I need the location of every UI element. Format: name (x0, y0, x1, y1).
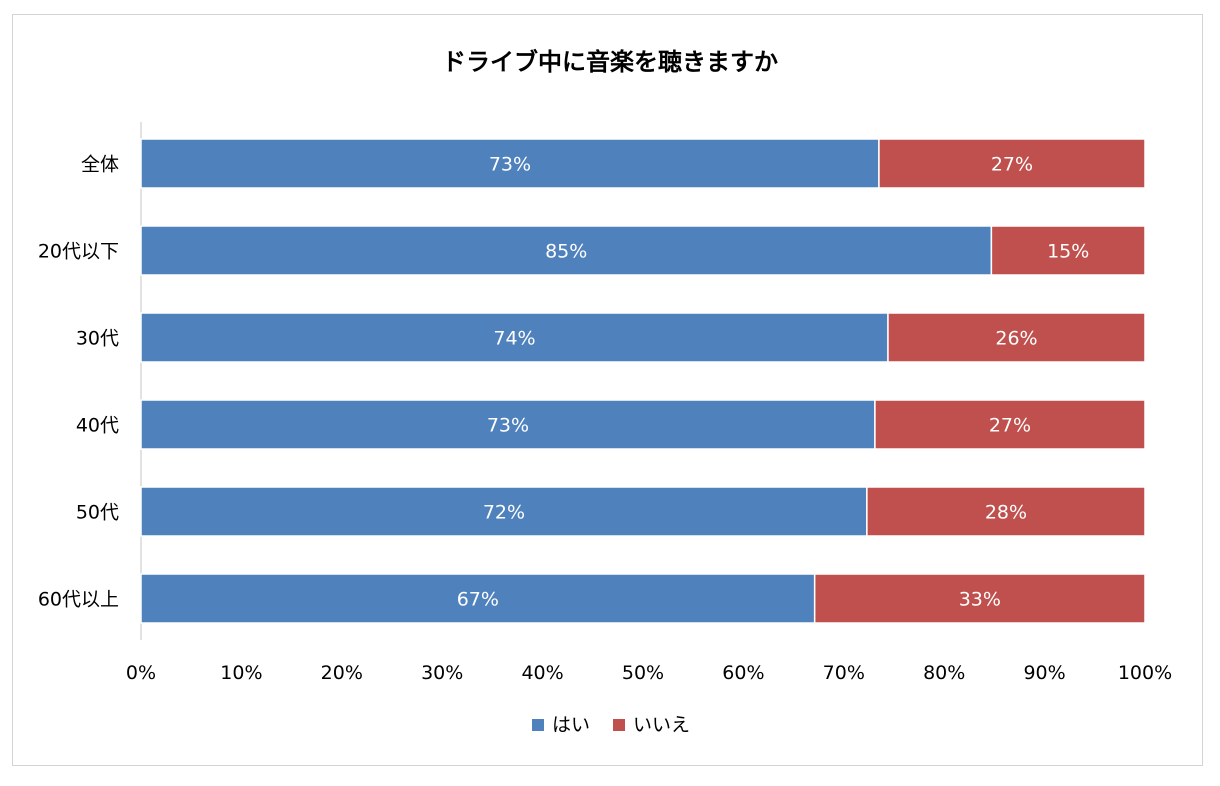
bar-yes (140, 138, 880, 189)
data-label: 74% (493, 328, 535, 350)
data-label: 73% (487, 415, 529, 437)
data-label: 85% (545, 241, 587, 263)
category-label: 40代 (76, 415, 119, 437)
legend-swatch (613, 719, 625, 731)
bar-no (878, 138, 1146, 189)
x-tick-label: 70% (823, 662, 865, 684)
x-tick-label: 40% (521, 662, 563, 684)
legend: はい いいえ (532, 714, 690, 736)
x-tick-label: 90% (1023, 662, 1065, 684)
legend-swatch (532, 719, 544, 731)
data-label: 26% (995, 328, 1037, 350)
bar-no (866, 486, 1146, 537)
bar-yes (140, 312, 889, 363)
category-label: 30代 (76, 328, 119, 350)
bar-no (874, 399, 1146, 450)
category-label: 全体 (81, 154, 119, 176)
bar-no (990, 225, 1146, 276)
x-tick-label: 0% (126, 662, 156, 684)
x-tick-label: 20% (321, 662, 363, 684)
bars-group: 73% 27% 85% 15% 74% 26% 73% 27% 72% 28% 67% 33% (140, 138, 1146, 624)
bar-no (813, 573, 1146, 624)
category-label: 50代 (76, 502, 119, 524)
x-tick-label: 100% (1118, 662, 1172, 684)
category-label: 20代以下 (38, 241, 119, 263)
legend-label: いいえ (633, 714, 690, 736)
data-label: 72% (483, 502, 525, 524)
category-label: 60代以上 (38, 589, 119, 611)
data-label: 33% (959, 589, 1001, 611)
data-label: 67% (457, 589, 499, 611)
x-tick-label: 60% (722, 662, 764, 684)
data-label: 27% (991, 154, 1033, 176)
bar-yes (140, 486, 868, 537)
x-tick-label: 80% (923, 662, 965, 684)
bar-yes (140, 573, 816, 624)
data-label: 27% (989, 415, 1031, 437)
chart-title: ドライブ中に音楽を聴きますか (442, 48, 778, 76)
data-label: 28% (985, 502, 1027, 524)
data-label: 73% (489, 154, 531, 176)
x-tick-labels: 0% 10% 20% 30% 40% 50% 60% 70% 80% 90% 100% (126, 662, 1172, 684)
x-tick-label: 50% (622, 662, 664, 684)
legend-label: はい (552, 714, 590, 736)
x-tick-label: 10% (220, 662, 262, 684)
data-label: 15% (1047, 241, 1089, 263)
bar-no (887, 312, 1146, 363)
category-labels: 全体 20代以下 30代 40代 50代 60代以上 (38, 154, 119, 611)
x-tick-label: 30% (421, 662, 463, 684)
